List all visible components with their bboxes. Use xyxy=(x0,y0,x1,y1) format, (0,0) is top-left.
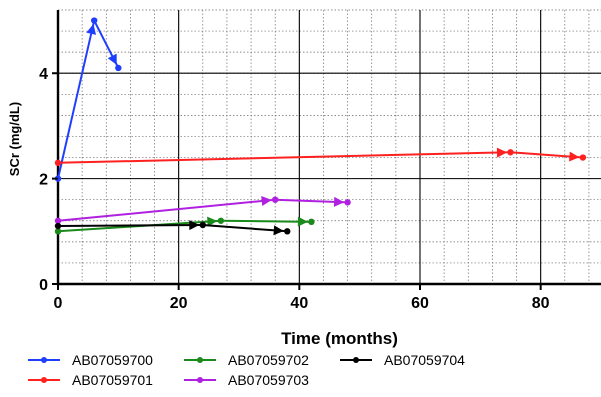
legend-label: AB07059700 xyxy=(72,352,153,368)
legend: AB07059700 AB07059701 AB07059702 AB07059703… xyxy=(28,352,465,388)
data-point xyxy=(91,17,98,24)
grid xyxy=(57,9,601,285)
series-arrowhead xyxy=(207,216,218,227)
series-arrowhead xyxy=(107,53,117,65)
data-point xyxy=(284,228,291,235)
x-tick-label: 60 xyxy=(411,295,429,312)
legend-label: AB07059704 xyxy=(384,352,465,368)
series-arrowhead xyxy=(496,147,508,158)
series-segment xyxy=(220,219,312,223)
series-segment xyxy=(57,223,203,228)
legend-swatch-marker xyxy=(41,377,47,383)
x-tick-label: 0 xyxy=(54,295,63,312)
series-AB07059703 xyxy=(54,196,351,224)
x-axis-title: Time (months) xyxy=(281,329,398,348)
series-arrowhead xyxy=(569,151,580,162)
x-tick-label: 80 xyxy=(532,295,550,312)
data-point xyxy=(272,196,279,203)
series-segment xyxy=(57,20,96,179)
y-tick-label: 4 xyxy=(39,66,48,83)
legend-swatch-marker xyxy=(197,357,203,363)
legend-item: AB07059701 xyxy=(28,372,153,388)
legend-item: AB07059704 xyxy=(340,352,465,368)
tick-labels: 0 20 40 60 80 0 2 4 xyxy=(39,66,550,312)
legend-label: AB07059702 xyxy=(228,352,309,368)
legend-item: AB07059703 xyxy=(184,372,309,388)
legend-swatch-marker xyxy=(197,377,203,383)
series-segment xyxy=(202,223,288,233)
x-tick-label: 40 xyxy=(290,295,308,312)
data-point xyxy=(344,199,351,206)
legend-label: AB07059701 xyxy=(72,372,153,388)
series-arrowhead xyxy=(297,216,308,227)
legend-swatch-marker xyxy=(41,357,47,363)
data-point xyxy=(54,228,62,235)
data-point xyxy=(54,222,62,230)
y-tick-label: 0 xyxy=(39,277,48,294)
series-arrowhead xyxy=(86,23,97,35)
legend-swatch-marker xyxy=(353,357,359,363)
series-segment xyxy=(57,151,511,164)
data-point xyxy=(507,149,514,156)
legend-item: AB07059700 xyxy=(28,352,153,368)
legend-label: AB07059703 xyxy=(228,372,309,388)
series-AB07059704 xyxy=(54,220,291,236)
x-tick-label: 20 xyxy=(170,295,188,312)
data-point xyxy=(115,64,122,72)
series-layer xyxy=(54,17,587,236)
data-point xyxy=(54,217,62,224)
data-point xyxy=(54,159,62,167)
series-arrowhead xyxy=(261,196,272,206)
legend-item: AB07059702 xyxy=(184,352,309,368)
axes xyxy=(56,10,601,286)
data-point xyxy=(579,154,587,161)
y-tick-label: 2 xyxy=(39,172,48,189)
y-axis-title: SCr (mg/dL) xyxy=(7,102,22,176)
series-arrowhead xyxy=(273,225,284,236)
data-point xyxy=(308,218,315,226)
series-arrowhead xyxy=(189,220,200,231)
series-AB07059701 xyxy=(54,147,587,167)
series-segment xyxy=(57,198,276,222)
data-point xyxy=(199,221,206,229)
series-arrowhead xyxy=(333,196,345,207)
series-AB07059700 xyxy=(54,17,122,182)
data-point xyxy=(217,217,225,224)
